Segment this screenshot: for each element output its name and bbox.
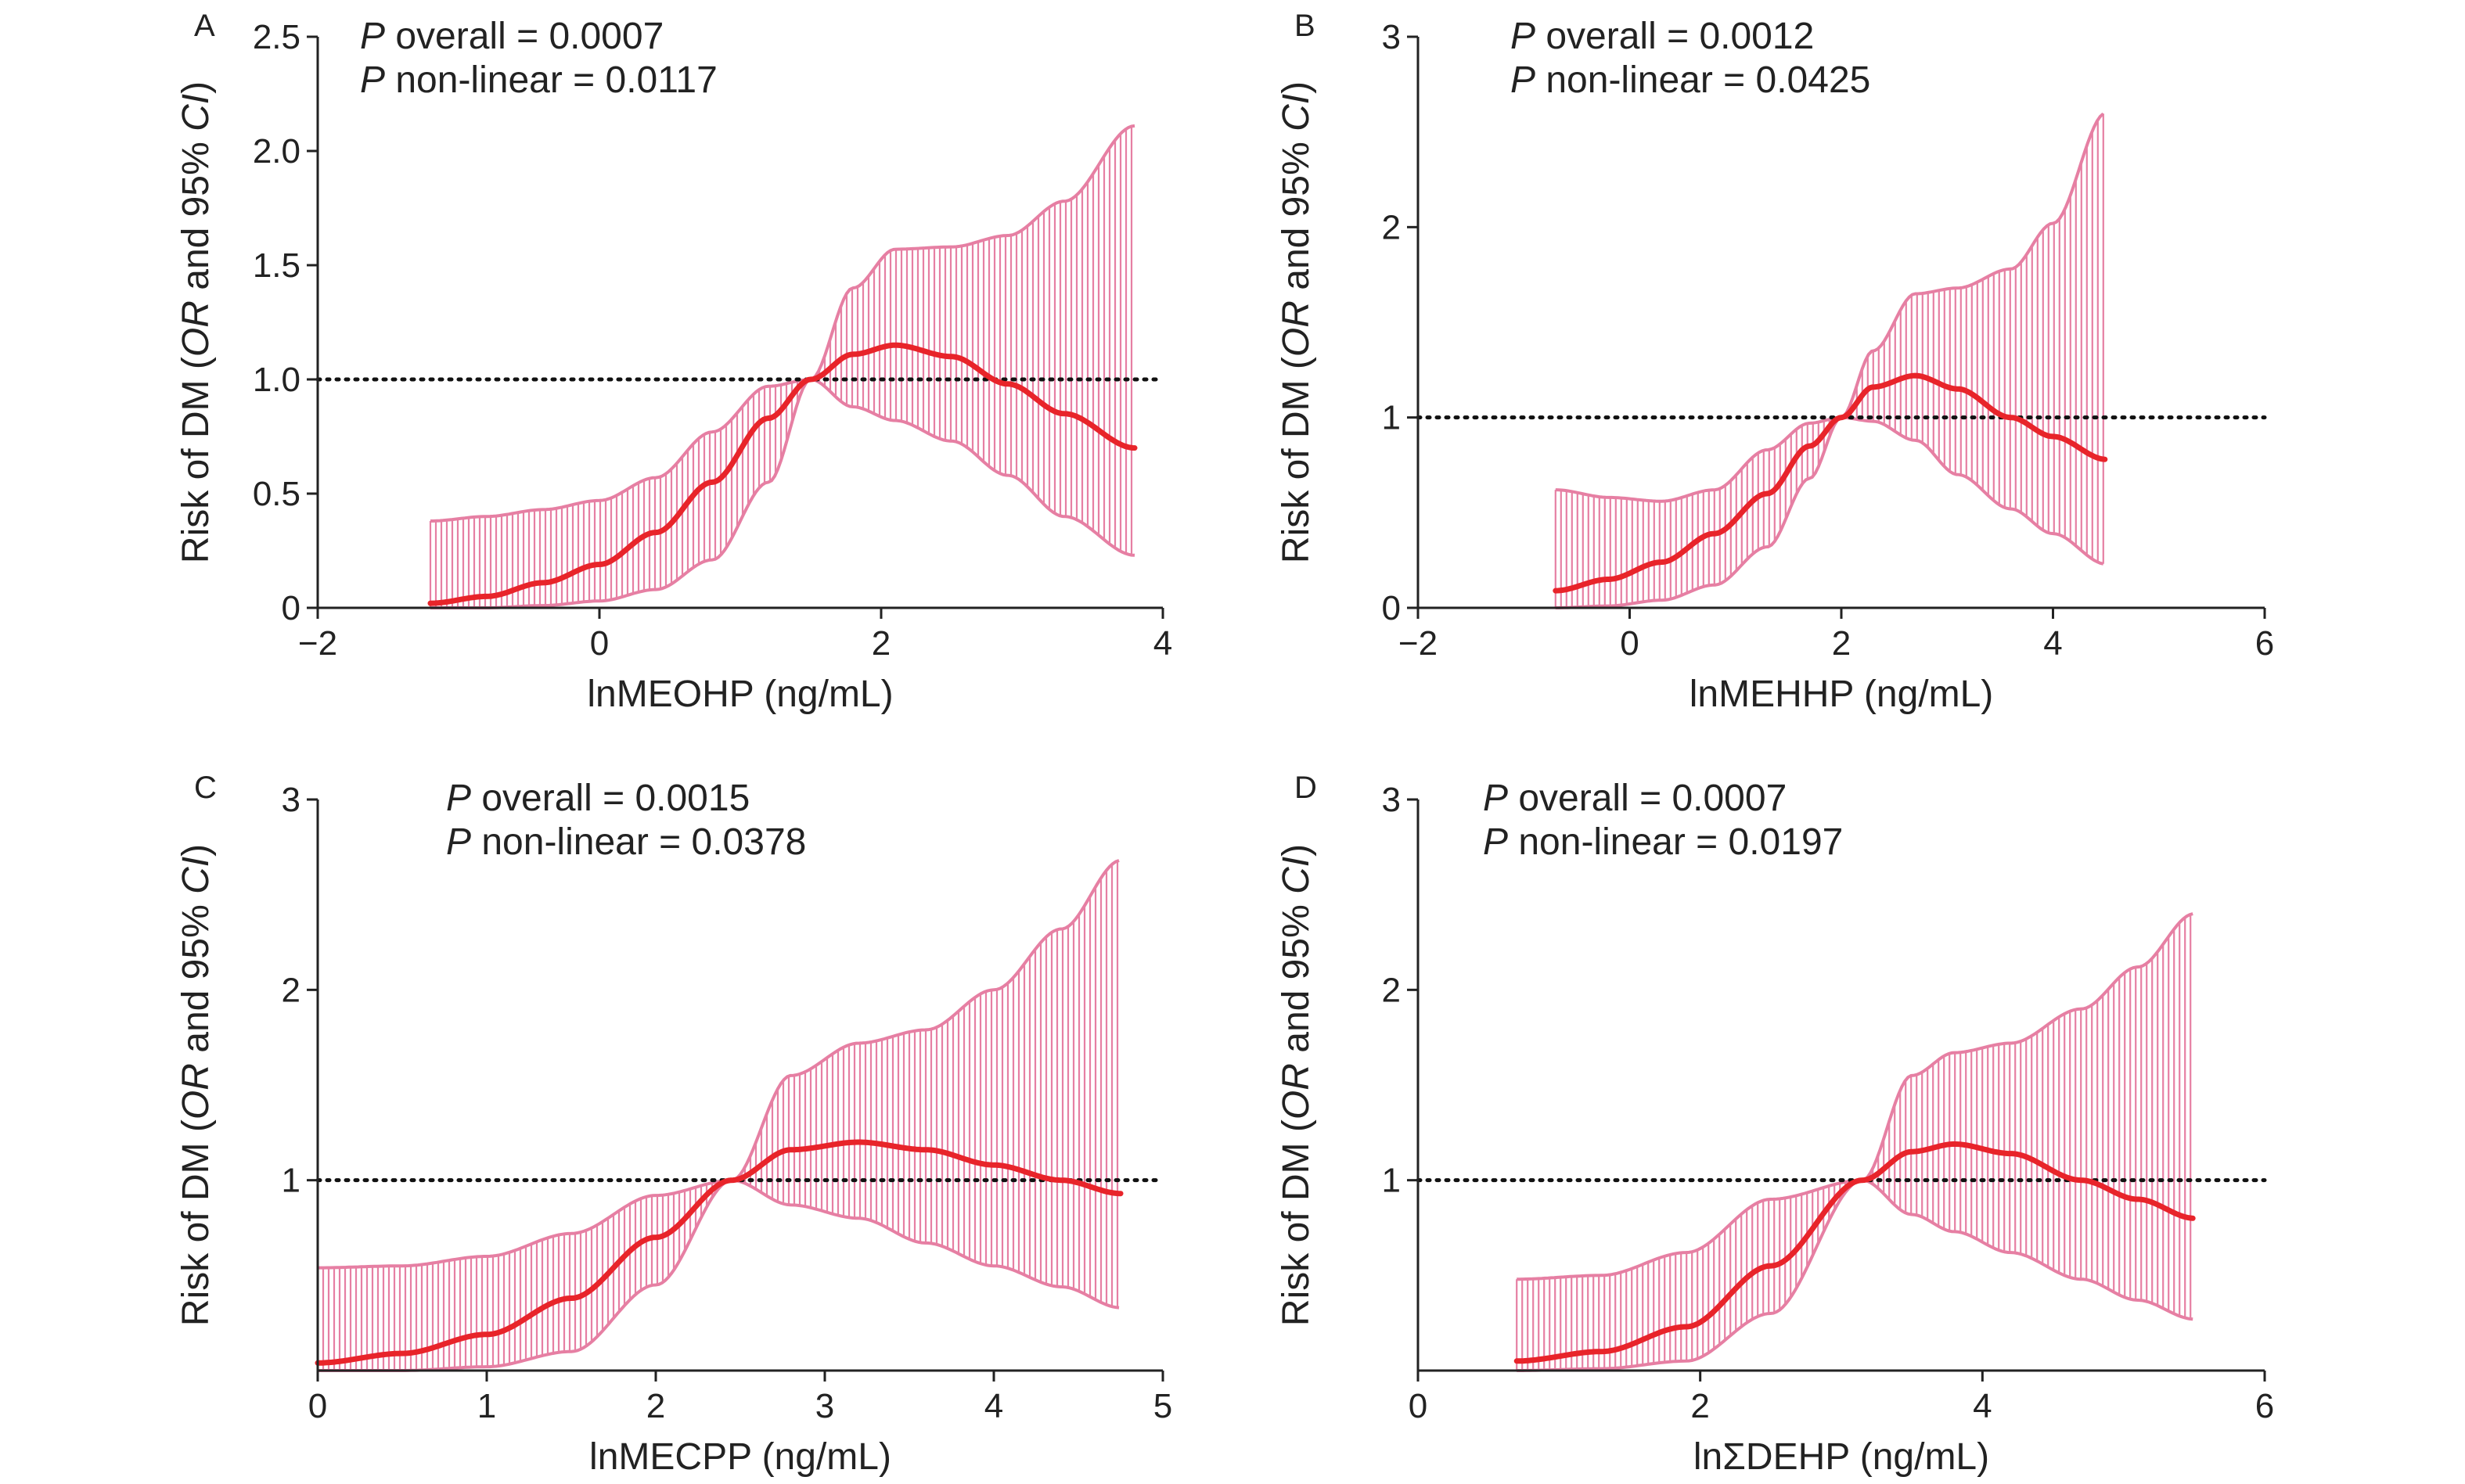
y-tick-label: 0.5 [253, 475, 300, 513]
y-tick-label: 3 [282, 781, 300, 819]
x-tick-label: 3 [815, 1387, 834, 1425]
x-axis-label: lnMECPP (ng/mL) [589, 1436, 891, 1478]
y-tick-label: 1.0 [253, 361, 300, 399]
x-tick-label: 4 [1973, 1387, 1992, 1425]
x-tick-label: −2 [1398, 624, 1438, 663]
x-tick-label: −2 [298, 624, 337, 663]
y-tick-label: 2.0 [253, 132, 300, 171]
x-axis-label: lnMEHHP (ng/mL) [1690, 674, 1994, 715]
x-tick-label: 0 [308, 1387, 327, 1425]
or-curve [315, 1139, 1124, 1366]
y-tick-label: 2.5 [253, 18, 300, 56]
y-axis-label: Risk of DM (OR and 95% CI) [175, 844, 217, 1326]
y-tick-label: 2 [282, 971, 300, 1009]
x-axis-label: lnΣDEHP (ng/mL) [1693, 1436, 1989, 1478]
y-tick-label: 2 [1382, 971, 1401, 1009]
ci-upper-bound [318, 859, 1120, 1270]
p-overall-annotation: P overall = 0.0015 [446, 778, 750, 819]
x-tick-label: 2 [1832, 624, 1851, 663]
p-overall-annotation: P overall = 0.0007 [360, 16, 664, 57]
y-tick-label: 1 [1382, 399, 1401, 437]
p-overall-annotation: P overall = 0.0012 [1510, 16, 1814, 57]
panel-letter: B [1294, 9, 1315, 43]
ci-upper-bound [430, 124, 1135, 523]
x-tick-label: 6 [2255, 1387, 2274, 1425]
y-tick-label: 0 [282, 589, 300, 627]
ci-upper-bound [1555, 112, 2105, 503]
ci-band [1516, 914, 2192, 1371]
panel-letter: C [194, 771, 217, 805]
x-axis-label: lnMEOHP (ng/mL) [587, 674, 893, 715]
x-tick-label: 4 [2043, 624, 2062, 663]
x-tick-label: 0 [1620, 624, 1639, 663]
y-tick-label: 3 [1382, 18, 1401, 56]
panel-letter: D [1294, 771, 1317, 805]
ci-band [316, 861, 1119, 1371]
x-tick-label: 2 [646, 1387, 665, 1425]
x-tick-label: 4 [984, 1387, 1003, 1425]
x-tick-label: 2 [1690, 1387, 1709, 1425]
or-curve [1513, 1141, 2196, 1364]
y-tick-label: 1.5 [253, 246, 300, 285]
ci-band [429, 126, 1133, 608]
p-overall-annotation: P overall = 0.0007 [1483, 778, 1787, 819]
x-tick-label: 1 [477, 1387, 496, 1425]
x-tick-label: 0 [590, 624, 609, 663]
x-tick-label: 6 [2255, 624, 2274, 663]
y-axis-label: Risk of DM (OR and 95% CI) [1276, 844, 1317, 1326]
y-axis-label: Risk of DM (OR and 95% CI) [1276, 81, 1317, 563]
x-tick-label: 4 [1153, 624, 1172, 663]
p-nonlinear-annotation: P non-linear = 0.0425 [1510, 59, 1870, 101]
panel-c: 1 2 3 0 1 2 3 4 5 lnMECPP (ng/mL) Risk of DM (OR a… [175, 771, 1172, 1478]
y-tick-label: 0 [1382, 589, 1401, 627]
y-axis-label: Risk of DM (OR and 95% CI) [175, 81, 217, 563]
ci-band [1554, 113, 2104, 608]
x-tick-label: 0 [1409, 1387, 1427, 1425]
panel-d: 1 2 3 0 2 4 6 lnΣDEHP (ng/mL) Risk of DM (OR and… [1276, 771, 2274, 1478]
x-tick-label: 5 [1153, 1387, 1172, 1425]
p-nonlinear-annotation: P non-linear = 0.0117 [360, 59, 718, 101]
ci-lower-bound [1555, 415, 2104, 609]
p-nonlinear-annotation: P non-linear = 0.0378 [446, 821, 806, 863]
panel-letter: A [194, 9, 215, 43]
or-curve [1553, 372, 2108, 594]
y-tick-label: 1 [282, 1162, 300, 1200]
p-nonlinear-annotation: P non-linear = 0.0197 [1483, 821, 1843, 863]
y-tick-label: 1 [1382, 1162, 1401, 1200]
ci-lower-bound [318, 1178, 1120, 1372]
y-tick-label: 3 [1382, 781, 1401, 819]
ci-lower-bound [430, 378, 1135, 609]
y-tick-label: 2 [1382, 208, 1401, 246]
or-curve [427, 342, 1138, 606]
x-tick-label: 2 [872, 624, 891, 663]
